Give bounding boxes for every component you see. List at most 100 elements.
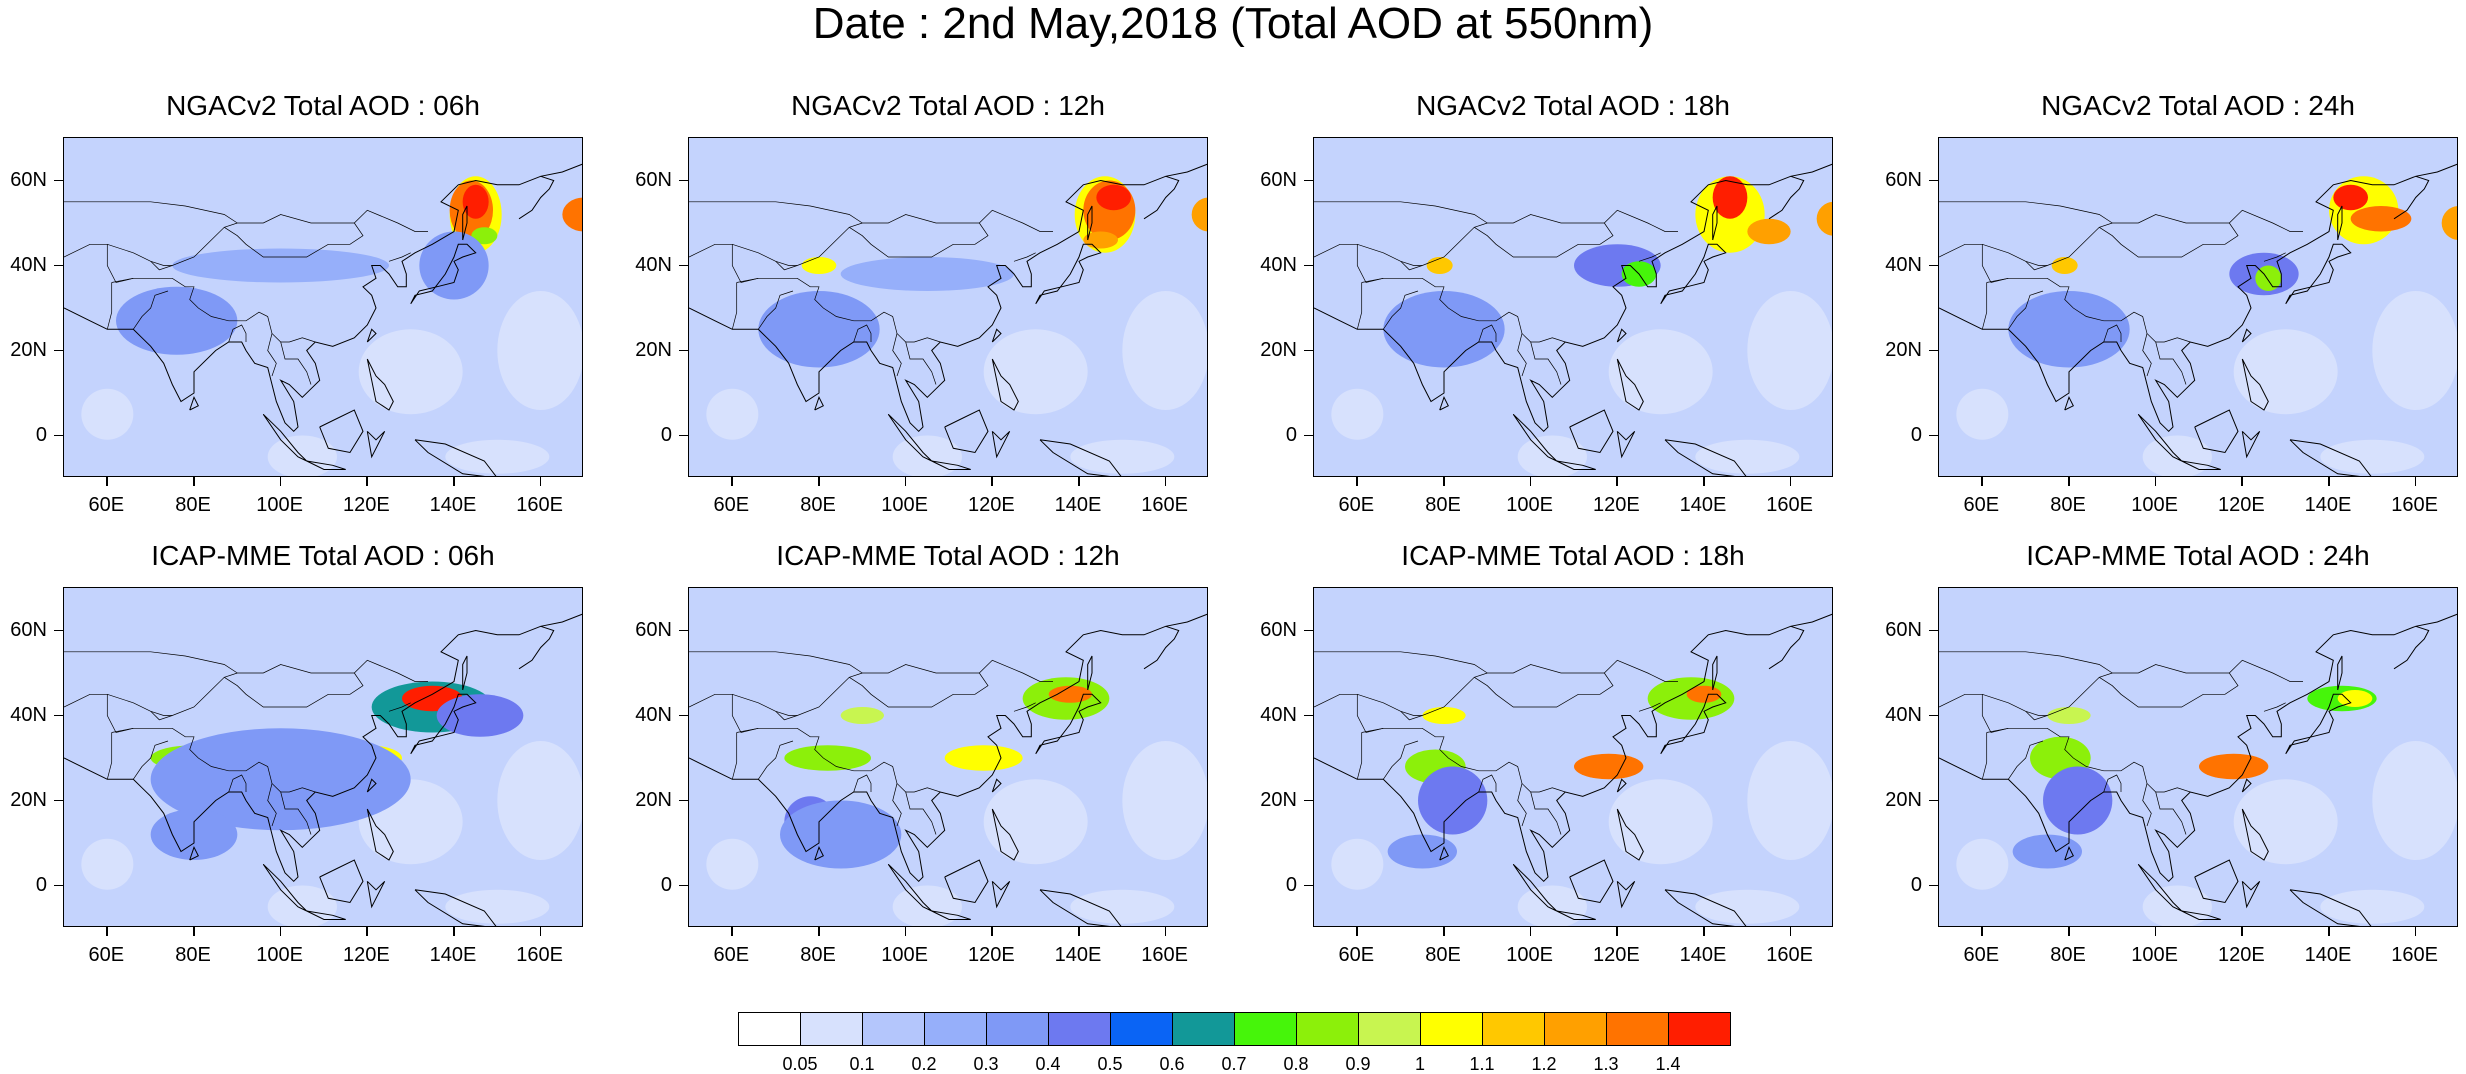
lon-tick-label: 80E bbox=[800, 944, 836, 966]
coastline bbox=[1660, 243, 1727, 305]
lon-tick bbox=[539, 477, 542, 486]
lon-tick bbox=[453, 477, 455, 486]
country-border bbox=[1517, 783, 1527, 827]
lat-tick-label: 0 bbox=[1285, 423, 1297, 446]
aod-plume bbox=[419, 231, 489, 300]
coastline bbox=[991, 880, 1011, 909]
coastline bbox=[1616, 328, 1627, 343]
coastline bbox=[991, 778, 1002, 793]
low-aod-region bbox=[1608, 779, 1713, 865]
lat-tick bbox=[1304, 629, 1313, 631]
country-border bbox=[228, 324, 247, 343]
lat-tick-label: 0 bbox=[660, 873, 672, 896]
lon-tick-label: 100E bbox=[256, 944, 304, 966]
lon-tick bbox=[2068, 927, 2070, 936]
aod-plume bbox=[2043, 766, 2113, 835]
lat-tick bbox=[1929, 434, 1938, 436]
lon-tick bbox=[1078, 477, 1080, 486]
aod-plume bbox=[2047, 707, 2091, 724]
country-border bbox=[267, 333, 277, 377]
lon-tick-label: 60E bbox=[713, 944, 750, 966]
colorbar-swatch bbox=[1048, 1012, 1111, 1046]
lon-tick-label: 100E bbox=[2131, 494, 2179, 516]
lat-tick-label: 0 bbox=[1910, 423, 1922, 446]
aod-plume bbox=[1712, 176, 1748, 219]
lon-tick-label: 160E bbox=[516, 944, 564, 966]
colorbar-label: 1.2 bbox=[1531, 1054, 1557, 1074]
lon-tick bbox=[2154, 477, 2157, 486]
coastline bbox=[319, 859, 364, 904]
country-border bbox=[2263, 252, 2286, 262]
colorbar-swatch bbox=[1420, 1012, 1483, 1046]
lon-tick bbox=[539, 927, 542, 936]
lon-tick bbox=[106, 477, 108, 486]
lon-tick bbox=[1981, 477, 1983, 486]
country-border bbox=[1638, 702, 1661, 712]
lat-tick bbox=[1929, 714, 1938, 716]
coastline bbox=[414, 889, 497, 926]
lon-tick-label: 80E bbox=[1425, 494, 1461, 516]
country-border bbox=[1981, 694, 2009, 733]
coastline bbox=[2064, 396, 2074, 411]
lon-tick bbox=[1703, 927, 1705, 936]
country-border bbox=[2103, 324, 2122, 343]
lon-tick-label: 120E bbox=[342, 494, 390, 516]
lat-tick-label: 60N bbox=[10, 618, 47, 641]
country-border bbox=[1474, 672, 1614, 708]
aod-plume bbox=[462, 184, 489, 219]
lat-tick-label: 40N bbox=[1885, 253, 1922, 276]
colorbar-label: 0.8 bbox=[1283, 1054, 1309, 1074]
lon-tick bbox=[1789, 927, 1792, 936]
lon-tick-label: 160E bbox=[516, 494, 564, 516]
lon-tick bbox=[1356, 477, 1358, 486]
country-border bbox=[1013, 702, 1036, 712]
coastline bbox=[306, 910, 346, 920]
country-border bbox=[1517, 333, 1527, 377]
aod-plume bbox=[1096, 184, 1131, 211]
colorbar-label: 1.4 bbox=[1655, 1054, 1681, 1074]
lat-tick bbox=[679, 799, 688, 801]
aod-plume bbox=[471, 227, 498, 245]
country-border bbox=[106, 732, 113, 780]
map-panel: ICAP-MME Total AOD : 06h 60N 40N 20N 0 60E 80E… bbox=[10, 541, 583, 965]
coastline bbox=[1660, 693, 1727, 755]
colorbar-swatch bbox=[986, 1012, 1049, 1046]
lon-tick bbox=[731, 477, 733, 486]
low-aod-region bbox=[1695, 439, 1800, 474]
colorbar-swatch bbox=[862, 1012, 925, 1046]
aod-field bbox=[1314, 613, 1832, 926]
country-border bbox=[2142, 333, 2152, 377]
coastline bbox=[1087, 205, 1093, 241]
lat-tick-label: 20N bbox=[1260, 338, 1297, 361]
coastline bbox=[2393, 625, 2430, 670]
panel-title: NGACv2 Total AOD : 24h bbox=[2041, 90, 2355, 121]
coastline bbox=[1616, 778, 1627, 793]
coastline bbox=[1039, 889, 1122, 926]
lon-tick-label: 140E bbox=[429, 944, 477, 966]
coastline bbox=[1569, 859, 1614, 904]
country-border bbox=[388, 252, 411, 262]
country-border bbox=[2155, 791, 2187, 835]
coastline bbox=[1314, 163, 1832, 433]
lon-tick-label: 120E bbox=[342, 944, 390, 966]
aod-map bbox=[63, 587, 583, 927]
country-border bbox=[689, 651, 863, 674]
aod-plume bbox=[2333, 184, 2368, 211]
country-border bbox=[1361, 727, 1566, 793]
coastline bbox=[1143, 625, 1180, 670]
low-aod-region bbox=[1695, 889, 1800, 924]
coastline bbox=[2241, 358, 2269, 411]
low-aod-region bbox=[2372, 291, 2457, 410]
low-aod-region bbox=[1517, 885, 1587, 926]
lat-tick-label: 0 bbox=[35, 873, 47, 896]
lon-tick bbox=[1164, 927, 1167, 936]
low-aod-region bbox=[81, 838, 134, 890]
country-border bbox=[1314, 651, 1488, 674]
country-border bbox=[849, 672, 989, 708]
low-aod-region bbox=[1331, 838, 1384, 890]
aod-plume bbox=[2350, 206, 2412, 232]
aod-plume bbox=[172, 248, 389, 283]
aod-field bbox=[689, 163, 1207, 476]
colorbar-label: 0.9 bbox=[1345, 1054, 1371, 1074]
lon-tick-label: 80E bbox=[175, 944, 211, 966]
